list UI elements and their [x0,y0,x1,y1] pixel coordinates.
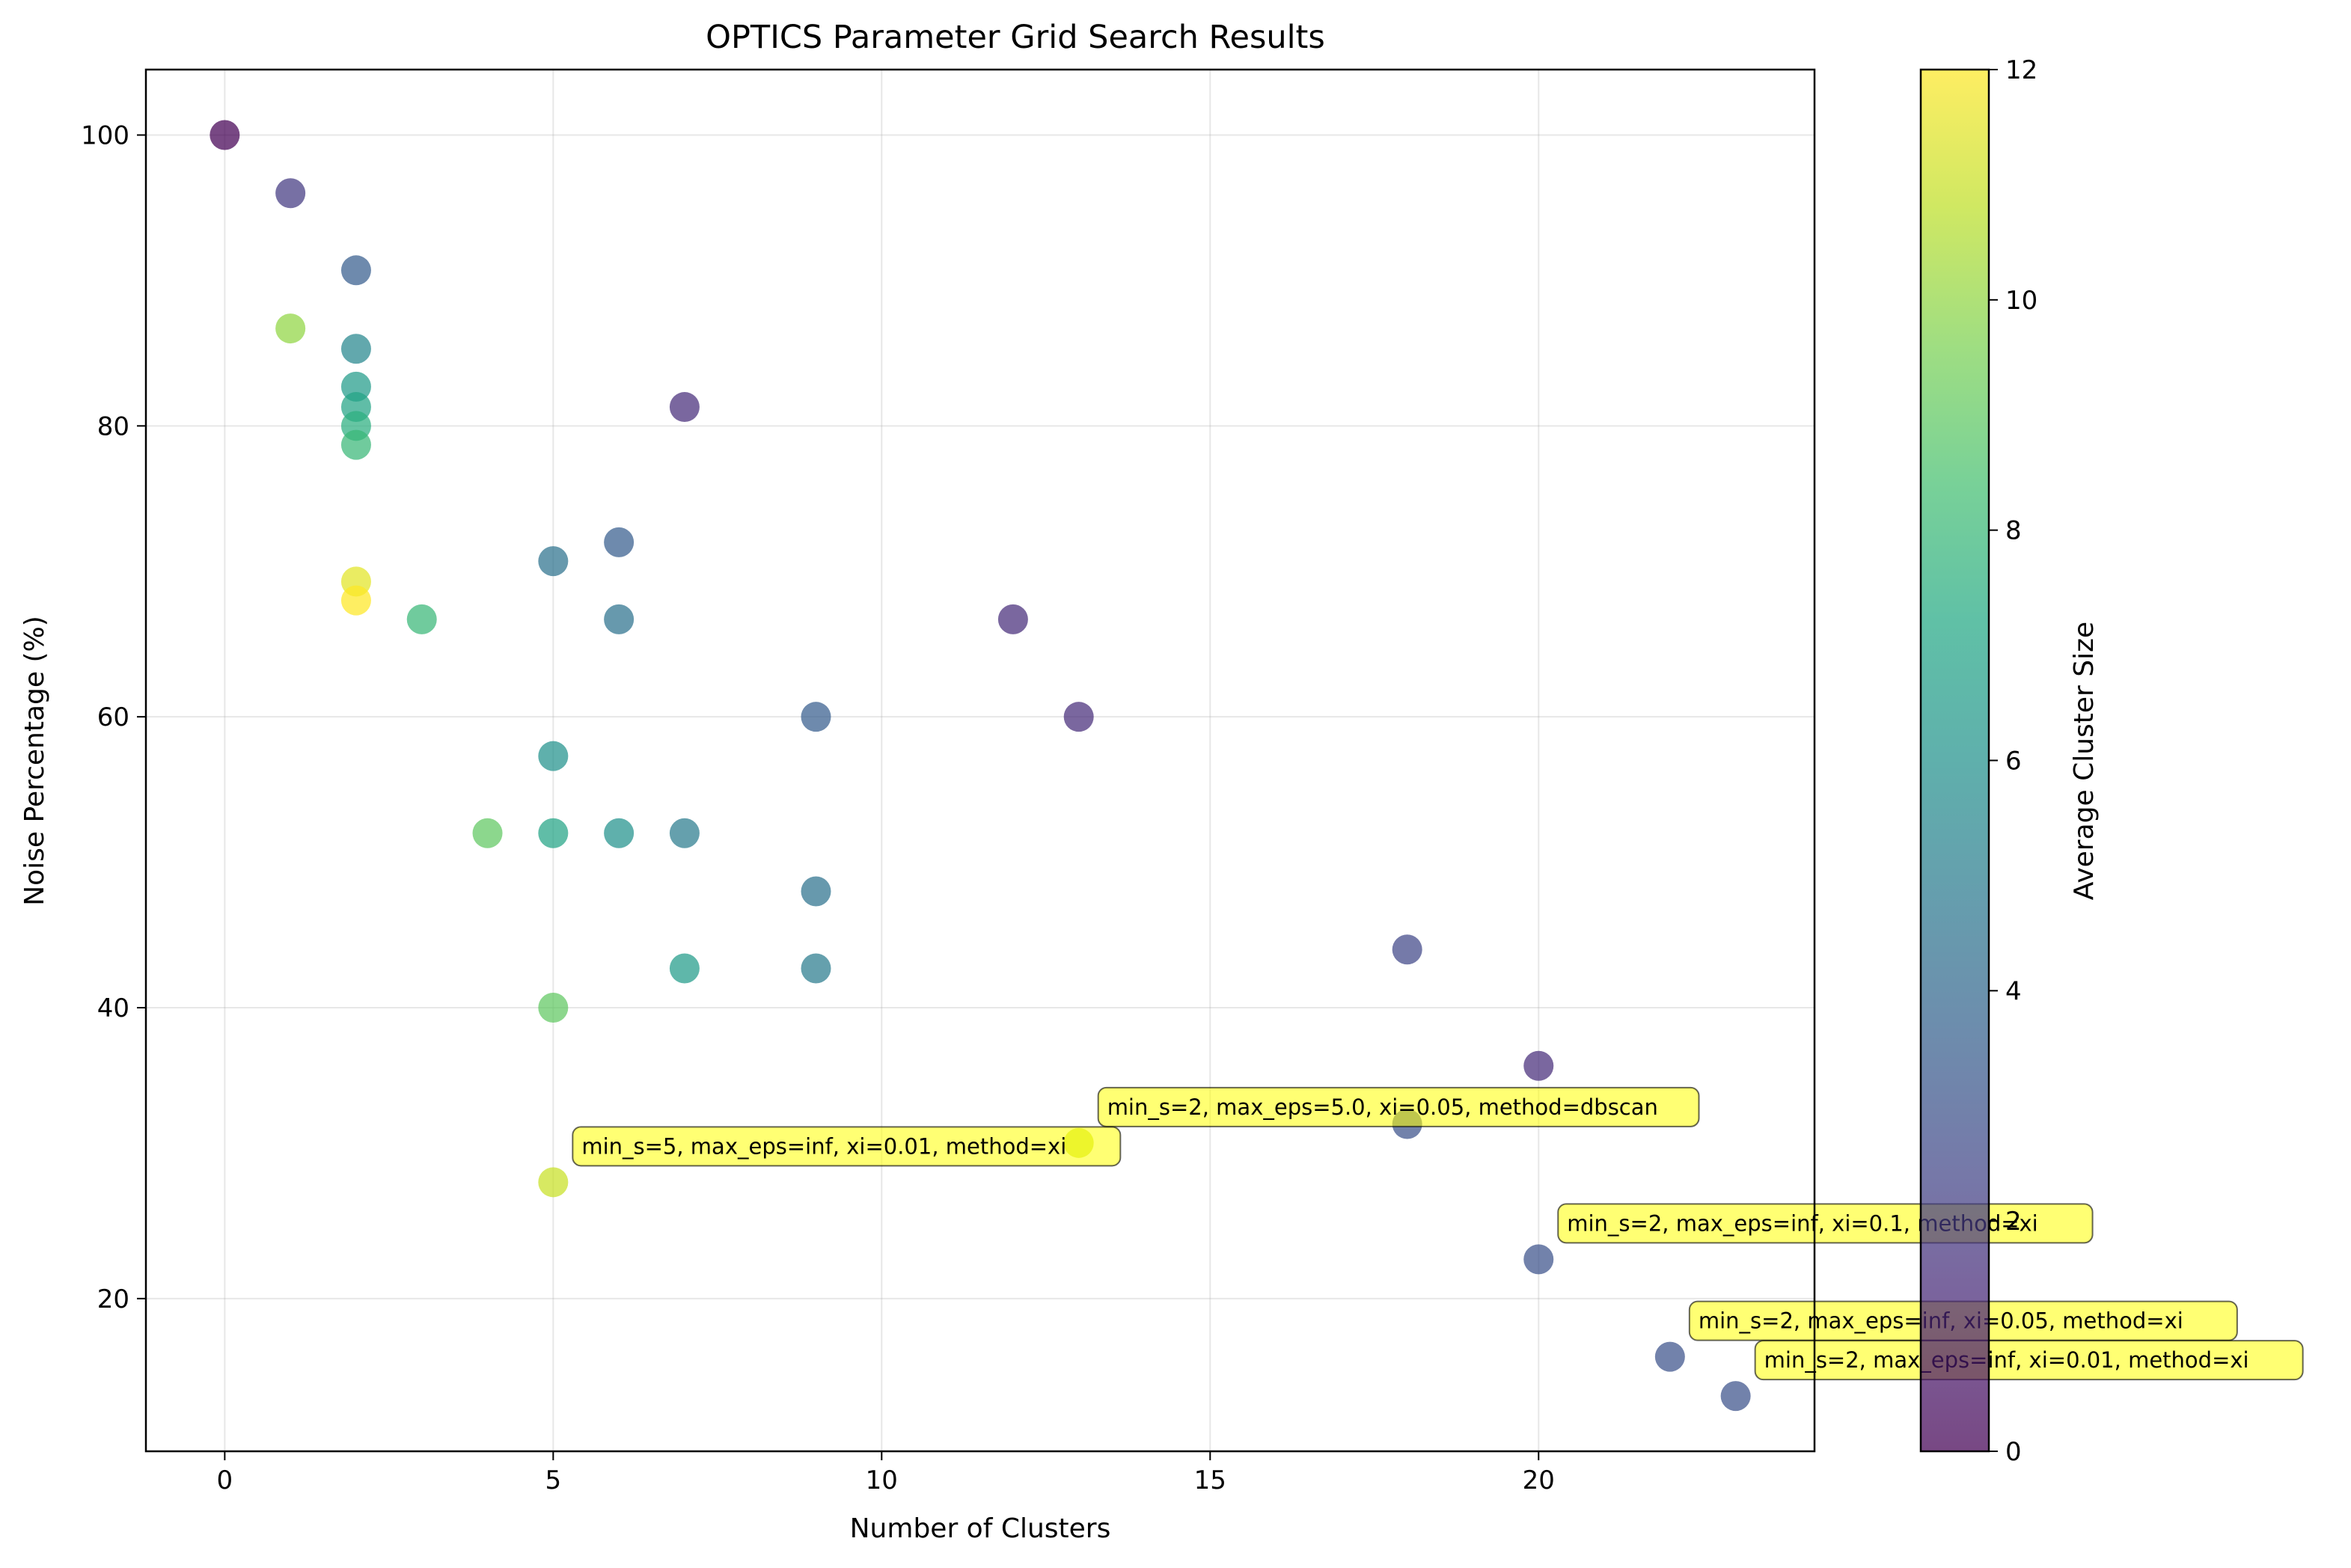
scatter-point [1720,1381,1751,1412]
plot-frame [144,68,1816,1453]
annotation-box [1097,1086,1700,1127]
scatter-point [538,993,569,1023]
colorbar-gradient [1921,70,1989,1451]
scatter-point [801,702,831,732]
x-tick-label: 15 [1194,1466,1226,1495]
y-tick-label: 100 [81,120,129,150]
colorbar: 0 2 4 6 8 10 12 Average Cluster Size [1919,55,2100,1467]
scatter-point [275,313,306,344]
scatter-point [604,527,635,557]
scatter-point [1063,702,1094,732]
y-axis-ticks: 20 40 60 80 100 [81,120,146,1314]
scatter-point [669,953,700,984]
scatter-point [669,392,700,423]
colorbar-tick-label: 10 [2005,286,2037,316]
x-tick-label: 5 [545,1466,562,1495]
annotation: min_s=2, max_eps=inf, xi=0.01, method=xi [1754,1340,2304,1381]
scatter-point [604,604,635,634]
scatter-point [340,585,371,616]
scatter-point [340,334,371,364]
x-tick-label: 10 [866,1466,898,1495]
colorbar-tick-label: 0 [2005,1437,2022,1467]
colorbar-tick-label: 4 [2005,976,2022,1006]
x-axis-label: Number of Clusters [850,1513,1111,1544]
scatter-point [538,1167,569,1198]
annotation-text: min_s=5, max_eps=inf, xi=0.01, method=xi [581,1133,1066,1159]
scatter-points [210,120,1751,1412]
colorbar-tick-label: 6 [2005,747,2022,777]
x-axis-ticks: 0 5 10 15 20 [217,1451,1555,1495]
annotation: min_s=2, max_eps=5.0, xi=0.05, method=db… [1097,1086,1700,1127]
y-tick-label: 20 [97,1284,129,1314]
annotation-text: min_s=2, max_eps=inf, xi=0.01, method=xi [1764,1347,2249,1373]
scatter-point [538,741,569,771]
scatter-point [472,818,503,848]
scatter-point [406,604,437,634]
annotation-text: min_s=2, max_eps=5.0, xi=0.05, method=db… [1107,1094,1658,1120]
scatter-point [604,818,635,848]
colorbar-tick-label: 2 [2005,1207,2022,1237]
colorbar-label: Average Cluster Size [2069,622,2100,900]
scatter-point [801,876,831,907]
annotation-box [1754,1340,2304,1381]
scatter-point [1392,934,1422,965]
scatter-point [210,120,240,150]
colorbar-tick-label: 12 [2005,55,2037,85]
annotation-box [572,1126,1122,1167]
scatter-point [997,604,1028,634]
colorbar-ticks: 0 2 4 6 8 10 12 [1989,55,2037,1467]
scatter-point [538,546,569,577]
y-axis-label: Noise Percentage (%) [19,616,50,906]
x-tick-label: 0 [217,1466,233,1495]
colorbar-tick-label: 8 [2005,516,2022,546]
scatter-point [801,953,831,984]
y-tick-label: 60 [97,702,129,732]
scatter-point [669,818,700,848]
x-tick-label: 20 [1523,1466,1555,1495]
scatter-point [1523,1244,1554,1275]
annotation: min_s=5, max_eps=inf, xi=0.01, method=xi [572,1126,1122,1167]
scatter-point [1654,1341,1685,1372]
chart-title: OPTICS Parameter Grid Search Results [706,19,1325,56]
scatter-point [340,255,371,286]
scatter-point [340,429,371,460]
scatter-point [538,818,569,848]
y-tick-label: 80 [97,411,129,441]
annotations: min_s=5, max_eps=inf, xi=0.01, method=xi… [572,1086,2304,1381]
y-tick-label: 40 [97,993,129,1023]
scatter-point [275,178,306,209]
scatter-point [1523,1050,1554,1081]
